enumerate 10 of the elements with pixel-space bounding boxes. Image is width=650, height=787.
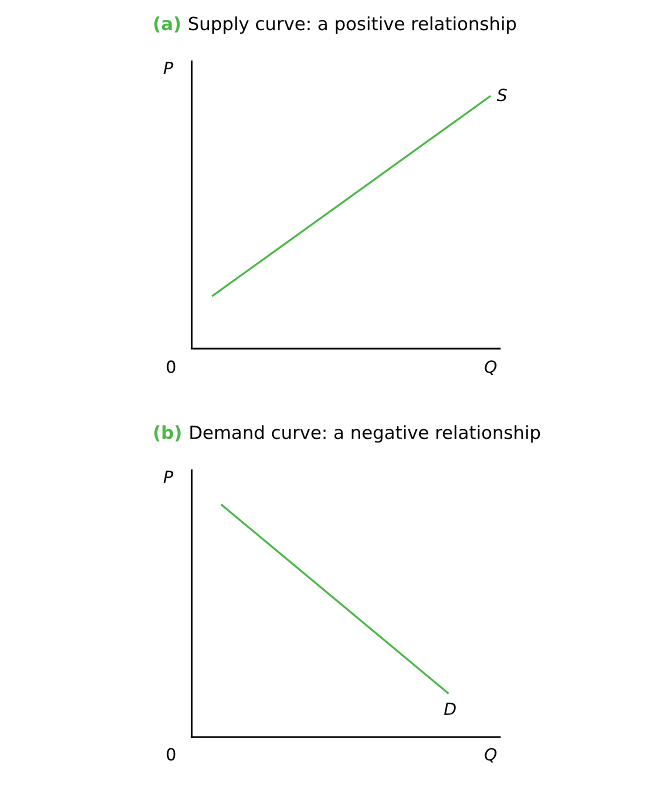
chart-title: (a) Supply curve: a positive relationship [154,16,516,34]
x-axis-title: Q [484,360,496,375]
y-axis-title: P [164,62,174,74]
series-label: D [444,702,456,715]
x-axis-title: Q [484,748,496,763]
y-axis-title: P [164,470,174,483]
text: 0 [166,748,176,761]
series-label: S [496,88,507,102]
chart-title: (b) Demand curve: a negative relationship [154,425,540,443]
text: 0 [166,360,176,374]
